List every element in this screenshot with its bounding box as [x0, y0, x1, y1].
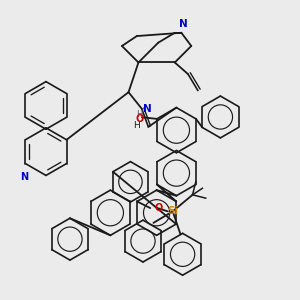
Text: H: H — [133, 121, 140, 130]
Text: Si: Si — [167, 206, 178, 216]
Text: H: H — [136, 110, 143, 119]
Text: O: O — [136, 114, 144, 124]
Text: N: N — [178, 20, 188, 29]
Text: N: N — [143, 104, 152, 114]
Text: O: O — [154, 203, 163, 213]
Text: N: N — [20, 172, 28, 182]
